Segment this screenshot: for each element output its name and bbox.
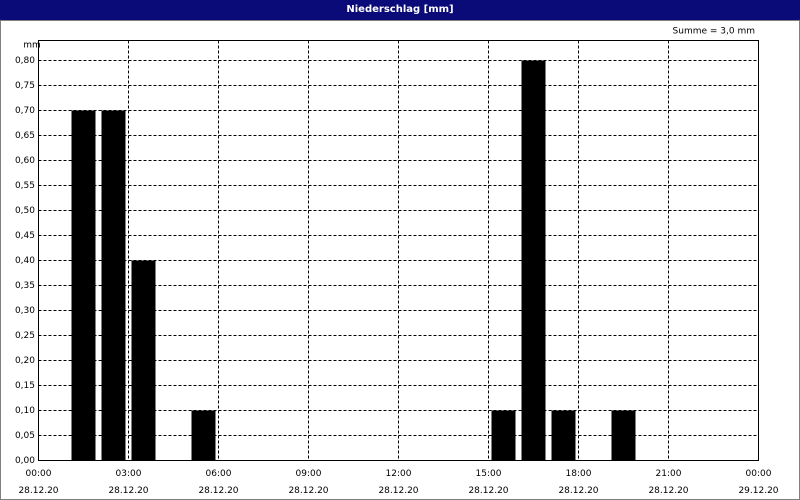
x-tick-label: 15:00 28.12.20	[468, 468, 509, 496]
y-tick-label: 0,80	[15, 56, 35, 66]
y-tick-label: 0,75	[15, 81, 35, 91]
x-tick-label: 21:00 28.12.20	[648, 468, 689, 496]
bar	[551, 410, 576, 461]
x-tick-label: 03:00 28.12.20	[108, 468, 149, 496]
x-tick-label: 06:00 28.12.20	[198, 468, 239, 496]
bar	[491, 410, 516, 461]
y-tick-label: 0,40	[15, 256, 35, 266]
y-tick-label: 0,45	[15, 231, 35, 241]
y-tick-label: 0,10	[15, 406, 35, 416]
y-tick-label: 0,00	[15, 456, 35, 466]
annotation: Summe = 3,0 mm	[673, 27, 755, 37]
y-tick-label: 0,50	[15, 206, 35, 216]
bar	[71, 110, 96, 461]
bar	[191, 410, 216, 461]
y-tick-label: 0,60	[15, 156, 35, 166]
y-tick-label: 0,55	[15, 181, 35, 191]
chart-title: Niederschlag [mm]	[0, 0, 800, 20]
x-tick-label: 00:00 29.12.20	[738, 468, 779, 496]
y-tick-label: 0,70	[15, 106, 35, 116]
x-tick-label: 00:00 28.12.20	[18, 468, 59, 496]
bar	[611, 410, 636, 461]
x-tick-label: 12:00 28.12.20	[378, 468, 419, 496]
y-tick-label: 0,65	[15, 131, 35, 141]
y-tick-label: 0,30	[15, 306, 35, 316]
y-tick-label: 0,15	[15, 381, 35, 391]
y-axis-label: mm	[23, 41, 41, 51]
bar	[521, 60, 546, 461]
x-tick-label: 09:00 28.12.20	[288, 468, 329, 496]
y-tick-label: 0,25	[15, 331, 35, 341]
y-tick-label: 0,05	[15, 431, 35, 441]
y-tick-label: 0,35	[15, 281, 35, 291]
bar	[131, 260, 156, 461]
y-tick-label: 0,20	[15, 356, 35, 366]
x-tick-label: 18:00 28.12.20	[558, 468, 599, 496]
bar	[101, 110, 126, 461]
